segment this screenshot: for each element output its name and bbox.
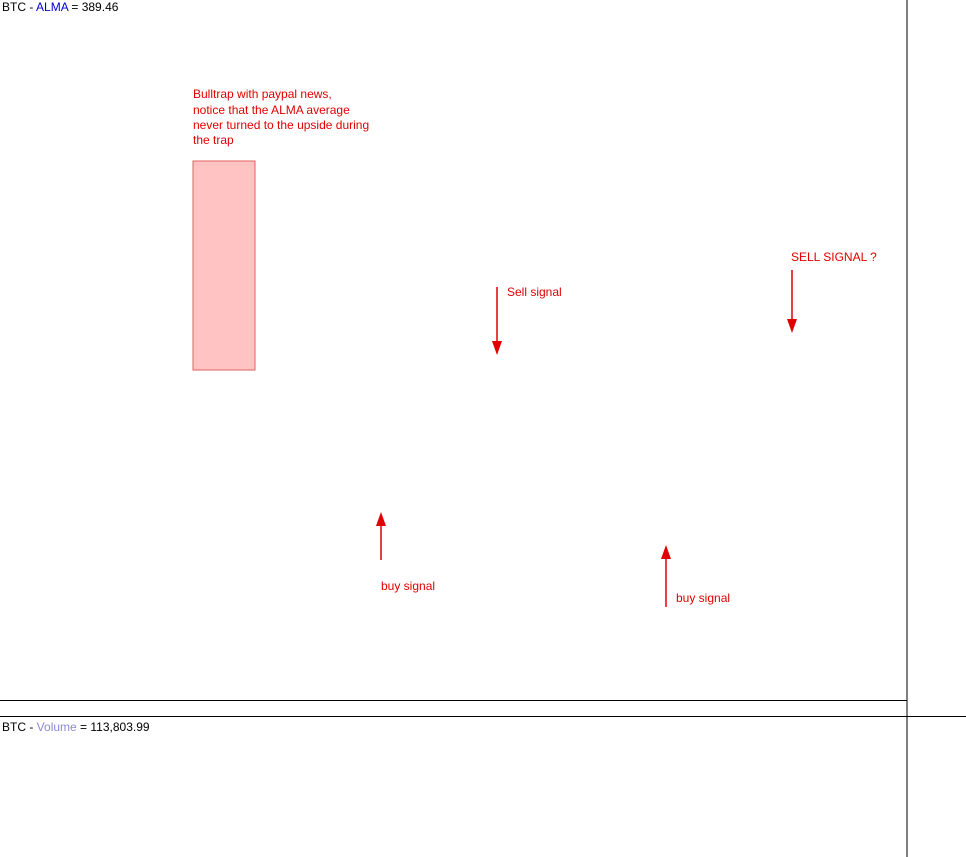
arrow-head <box>376 512 386 526</box>
price-header: BTC - ALMA = 389.46 <box>2 0 119 14</box>
annotation: Bulltrap with paypal news, <box>193 87 332 101</box>
arrow-head <box>787 319 797 333</box>
header-indicator: Volume <box>37 720 77 734</box>
annotation: never turned to the upside during <box>193 118 369 132</box>
annotation: the trap <box>193 133 234 147</box>
header-prefix: BTC - <box>2 0 36 14</box>
header-suffix: = 113,803.99 <box>77 720 150 734</box>
arrow-head <box>492 341 502 355</box>
annotation: Sell signal <box>507 285 562 299</box>
annotation: buy signal <box>676 591 730 605</box>
header-prefix: BTC - <box>2 720 37 734</box>
header-suffix: = 389.46 <box>68 0 119 14</box>
annotation: buy signal <box>381 579 435 593</box>
arrows <box>376 270 797 607</box>
arrow-head <box>661 545 671 559</box>
annotation: notice that the ALMA average <box>193 103 350 117</box>
volume-header: BTC - Volume = 113,803.99 <box>2 720 150 734</box>
annotation: SELL SIGNAL ? <box>791 250 877 264</box>
header-indicator: ALMA <box>36 0 69 14</box>
bulltrap-box <box>192 160 256 371</box>
